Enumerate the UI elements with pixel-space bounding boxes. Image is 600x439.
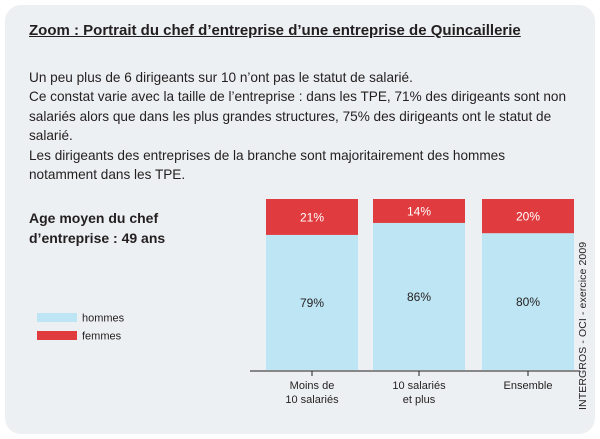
- stacked-bar-chart: 21% 79% Moins de 10 salariés 14% 86% 10 salari…: [37, 199, 580, 406]
- intro-paragraph-2: Ce constat varie avec la taille de l’ent…: [29, 89, 566, 144]
- bar-hommes-2: [482, 233, 574, 370]
- legend-label-hommes: hommes: [82, 313, 125, 325]
- legend-swatch-femmes: [37, 331, 77, 340]
- legend-label-femmes: femmes: [82, 331, 122, 343]
- bar-femmes-0: [266, 199, 358, 235]
- data-label-hommes-1: 86%: [407, 290, 431, 304]
- data-label-femmes-0: 21%: [300, 210, 324, 224]
- x-tick-label-1-1: et plus: [403, 394, 436, 406]
- bar-femmes-2: [482, 199, 574, 234]
- x-tick-label-2-0: Ensemble: [504, 380, 553, 392]
- x-tick-label-0-0: Moins de: [290, 380, 335, 392]
- x-tick-label-1-0: 10 salariés: [392, 380, 446, 392]
- bar-hommes-1: [373, 222, 465, 370]
- report-panel: Zoom : Portrait du chef d’entreprise d’u…: [5, 5, 595, 434]
- average-age-caption: Age moyen du chef d’entreprise : 49 ans: [29, 210, 166, 246]
- data-label-hommes-2: 80%: [516, 295, 540, 309]
- data-label-femmes-2: 20%: [516, 210, 540, 224]
- data-label-hommes-0: 79%: [300, 296, 324, 310]
- intro-text: Un peu plus de 6 dirigeants sur 10 n’ont…: [29, 68, 574, 184]
- intro-paragraph-1: Un peu plus de 6 dirigeants sur 10 n’ont…: [29, 70, 413, 85]
- source-note: INTERGROS - OCI - exercice 2009: [577, 241, 589, 410]
- section-title: Zoom : Portrait du chef d’entreprise d’u…: [29, 22, 521, 39]
- bar-hommes-0: [266, 234, 358, 370]
- bar-femmes-1: [373, 199, 465, 223]
- intro-paragraph-3: Les dirigeants des entreprises de la bra…: [29, 147, 506, 183]
- x-tick-label-0-1: 10 salariés: [285, 394, 339, 406]
- legend-swatch-hommes: [37, 313, 77, 322]
- data-label-femmes-1: 14%: [407, 204, 431, 218]
